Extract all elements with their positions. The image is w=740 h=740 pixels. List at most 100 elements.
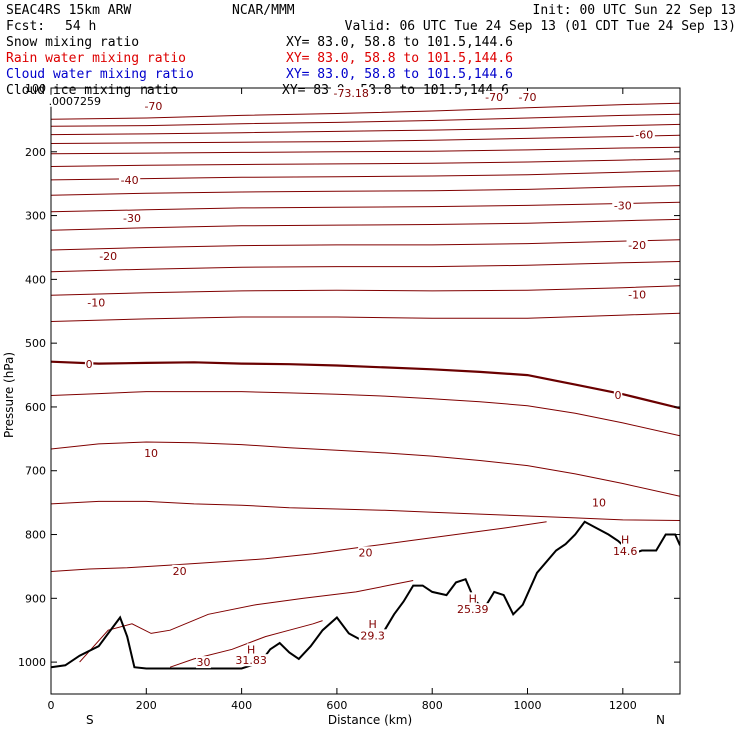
- y-tick-label: 200: [25, 146, 46, 159]
- contour-label-bg: [626, 288, 648, 301]
- contour-label: 0: [615, 389, 622, 402]
- contour-label: -30: [123, 212, 141, 225]
- contour-line: [51, 134, 680, 144]
- contour-label-bg: [621, 533, 630, 546]
- y-tick-label: 100: [25, 82, 46, 95]
- contour-label-bg: [119, 173, 141, 186]
- fcst-value: 54 h: [65, 19, 96, 34]
- contour-label-bg: [611, 545, 640, 558]
- x-end-label: N: [656, 713, 665, 727]
- fcst-label: Fcst:: [6, 19, 45, 34]
- x-tick-label: 800: [422, 699, 443, 712]
- init-time: Init: 00 UTC Sun 22 Sep 13: [533, 3, 737, 18]
- contour-line: [51, 146, 680, 155]
- contour-label: 20: [173, 565, 187, 578]
- contour-label-bg: [142, 99, 165, 112]
- y-tick-label: 500: [25, 337, 46, 350]
- contour-label-bg: [516, 90, 539, 103]
- contour-label: 31.83: [235, 654, 267, 667]
- field-name-snow: Snow mixing ratio: [6, 35, 139, 50]
- contour-line: [169, 620, 323, 668]
- contour-label: -70: [144, 100, 162, 113]
- contour-line: [51, 441, 680, 497]
- contour-label-bg: [121, 212, 143, 225]
- contour-label-bg: [84, 358, 94, 371]
- contour-label-bg: [143, 446, 159, 459]
- contour-line: [51, 360, 680, 410]
- contour-label: -40: [121, 174, 139, 187]
- contour-label-bg: [331, 87, 372, 100]
- contour-label: 25.39: [457, 603, 489, 616]
- contour-label: 10: [592, 497, 606, 510]
- model-title: SEAC4RS 15km ARW: [6, 3, 131, 18]
- contour-label: .0007259: [49, 95, 102, 108]
- contour-label-bg: [626, 238, 648, 251]
- y-axis-label: Pressure (hPa): [2, 352, 16, 438]
- contour-label-bg: [612, 199, 634, 212]
- contour-label: -30: [614, 199, 632, 212]
- contour-label: 10: [144, 447, 158, 460]
- field-xy-cloud-ice: XY= 83.0, 58.8 to 101.5,144.6: [282, 83, 509, 98]
- y-tick-label: 300: [25, 210, 46, 223]
- y-tick-label: 800: [25, 529, 46, 542]
- contour-label: -70: [485, 91, 503, 104]
- contour-label: -73.18: [333, 87, 368, 100]
- contour-line: [51, 170, 680, 181]
- field-xy-snow: XY= 83.0, 58.8 to 101.5,144.6: [286, 35, 513, 50]
- contour-label: 0: [86, 358, 93, 371]
- valid-time: Valid: 06 UTC Tue 24 Sep 13 (01 CDT Tue …: [345, 19, 736, 34]
- contour-label-bg: [483, 90, 505, 103]
- org-label: NCAR/MMM: [232, 3, 295, 18]
- contour-label-bg: [48, 94, 102, 107]
- contour-line: [51, 239, 680, 251]
- contour-line: [51, 158, 680, 167]
- y-tick-label: 600: [25, 401, 46, 414]
- contour-label: -10: [628, 289, 646, 302]
- x-tick-label: 0: [48, 699, 55, 712]
- contour-label-bg: [196, 656, 211, 669]
- contour-label: -10: [87, 296, 105, 309]
- contour-line: [51, 521, 547, 572]
- contour-label-bg: [234, 654, 269, 667]
- x-tick-label: 400: [231, 699, 252, 712]
- terrain-line: [51, 520, 680, 670]
- field-xy-cloud-water: XY= 83.0, 58.8 to 101.5,144.6: [286, 67, 513, 82]
- contour-label-bg: [246, 643, 256, 656]
- x-tick-label: 200: [136, 699, 157, 712]
- field-name-cloud-ice: Cloud ice mixing ratio: [6, 83, 178, 98]
- contour-label-bg: [97, 249, 119, 262]
- contour-line: [51, 391, 680, 437]
- contour-line: [51, 285, 680, 296]
- field-xy-rain: XY= 83.0, 58.8 to 101.5,144.6: [286, 51, 513, 66]
- contour-line: [51, 500, 680, 521]
- contour-line: [51, 123, 680, 136]
- x-tick-label: 600: [326, 699, 347, 712]
- contour-line: [51, 261, 680, 273]
- contour-label: 30: [196, 656, 210, 669]
- contour-label: H: [469, 592, 477, 605]
- contour-label: H: [247, 643, 255, 656]
- contour-label-bg: [633, 128, 655, 141]
- y-tick-label: 400: [25, 273, 46, 286]
- contour-label-bg: [85, 296, 107, 309]
- contour-label-bg: [172, 564, 188, 577]
- contour-label: -70: [519, 91, 537, 104]
- field-name-rain: Rain water mixing ratio: [6, 51, 186, 66]
- contour-line: [51, 218, 680, 231]
- contour-line: [51, 201, 680, 213]
- y-tick-label: 900: [25, 592, 46, 605]
- contour-label-bg: [368, 617, 377, 630]
- contour-line: [51, 185, 680, 196]
- contour-label: 20: [359, 546, 373, 559]
- contour-label-bg: [455, 603, 490, 616]
- contour-label: -20: [628, 239, 646, 252]
- contour-label-bg: [468, 592, 477, 605]
- contour-label: 29.3: [360, 629, 385, 642]
- contour-label: -60: [635, 129, 653, 142]
- contour-label: H: [369, 618, 377, 631]
- contour-line: [51, 102, 680, 120]
- contour-label: 14.6: [613, 545, 638, 558]
- x-tick-label: 1000: [514, 699, 542, 712]
- y-tick-label: 1000: [18, 656, 46, 669]
